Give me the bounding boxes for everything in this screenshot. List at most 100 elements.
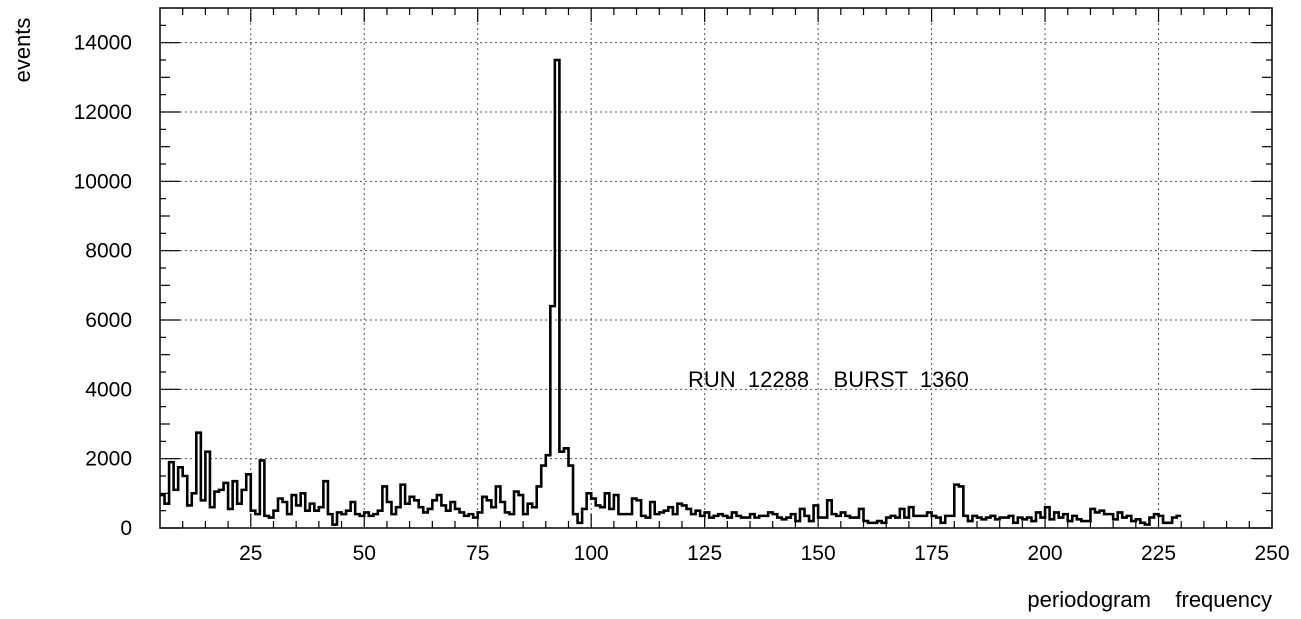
histogram-bin (537, 486, 542, 528)
histogram-bin (1113, 519, 1118, 528)
histogram-bin (546, 455, 551, 528)
histogram-bin (932, 516, 937, 528)
histogram-bin (800, 509, 805, 528)
histogram-bin (292, 495, 297, 528)
histogram-bin (714, 516, 719, 528)
plot-frame (159, 7, 1273, 529)
x-tick-label-50: 50 (353, 542, 376, 565)
histogram-bin (1009, 516, 1014, 528)
histogram-bin (805, 516, 810, 528)
histogram-bin (1090, 509, 1095, 528)
histogram-bin (1000, 518, 1005, 528)
histogram-bin (705, 512, 710, 528)
y-tick-label-14000: 14000 (74, 32, 132, 55)
histogram-bin (1177, 516, 1182, 528)
histogram-bin (187, 505, 192, 528)
histogram-bin (233, 481, 238, 528)
histogram-bin (310, 504, 315, 528)
histogram-bin (514, 492, 519, 528)
histogram-bin (201, 500, 206, 528)
histogram-bin (1163, 523, 1168, 528)
histogram-bin (450, 502, 455, 528)
histogram-bin (387, 502, 392, 528)
histogram-bin (346, 511, 351, 528)
histogram-bin (696, 511, 701, 528)
histogram-bin (519, 495, 524, 528)
histogram-bin (668, 507, 673, 528)
histogram-bin (473, 518, 478, 528)
histogram-bin (314, 511, 319, 528)
histogram-bin (632, 499, 637, 528)
y-tick-label-6000: 6000 (85, 309, 132, 332)
histogram-bin (655, 514, 660, 528)
histogram-bin (432, 500, 437, 528)
histogram-bin (351, 502, 356, 528)
y-axis-title: events (10, 18, 35, 83)
histogram-bin (1072, 516, 1077, 528)
histogram-bin (1131, 521, 1136, 528)
histogram-bin (759, 516, 764, 528)
histogram-bin (301, 493, 306, 528)
histogram-bin (605, 493, 610, 528)
histogram-bin (255, 514, 260, 528)
histogram-bin (273, 511, 278, 528)
histogram-series (160, 58, 1182, 528)
histogram-bin (428, 509, 433, 528)
histogram-bin (786, 518, 791, 528)
grid-lines (160, 8, 1273, 528)
y-tick-label-0: 0 (120, 517, 132, 540)
histogram-bin (782, 519, 787, 528)
histogram-bin (1109, 514, 1114, 528)
histogram-bin (437, 495, 442, 528)
histogram-bin (242, 490, 247, 528)
histogram-bin (541, 466, 546, 528)
histogram-bin (659, 512, 664, 528)
histogram-bin (709, 518, 714, 528)
histogram-bin (337, 512, 342, 528)
histogram-bin (718, 514, 723, 528)
histogram-bin (773, 514, 778, 528)
histogram-bin (391, 514, 396, 528)
x-tick-label-125: 125 (687, 542, 722, 565)
histogram-bin (795, 521, 800, 528)
histogram-bin (677, 504, 682, 528)
histogram-bin (650, 502, 655, 528)
histogram-bin (396, 507, 401, 528)
histogram-bin (691, 514, 696, 528)
histogram-bin (596, 505, 601, 528)
histogram-bin (1149, 518, 1154, 528)
histogram-bin (600, 507, 605, 528)
histogram-bin (954, 485, 959, 528)
histogram-bin (1100, 511, 1105, 528)
histogram-bin (736, 516, 741, 528)
histogram-bin (809, 521, 814, 528)
histogram-bin (891, 516, 896, 528)
histogram-bin (355, 514, 360, 528)
histogram-bin (410, 497, 415, 528)
histogram-bin (174, 490, 179, 528)
histogram-bin (564, 448, 569, 528)
histogram-bin (641, 516, 646, 528)
histogram-bin (995, 519, 1000, 528)
histogram-bin (214, 492, 219, 528)
histogram-bin (768, 512, 773, 528)
histogram-bin (1077, 519, 1082, 528)
histogram-bin (469, 514, 474, 528)
histogram-bin (1036, 512, 1041, 528)
histogram-bin (1059, 518, 1064, 528)
histogram-bin (904, 518, 909, 528)
y-tick-label-2000: 2000 (85, 448, 132, 471)
histogram-bin (1013, 523, 1018, 528)
histogram-bin (550, 306, 555, 528)
histogram-bin (841, 512, 846, 528)
histogram-bin (224, 483, 229, 528)
histogram-bin (1018, 518, 1023, 528)
histogram-line (160, 58, 1182, 526)
histogram-bin (673, 514, 678, 528)
histogram-bin (1095, 512, 1100, 528)
histogram-bin (646, 518, 651, 528)
axis-ticks (160, 8, 1273, 529)
histogram-bin (460, 512, 465, 528)
histogram-bin (986, 518, 991, 528)
histogram-bin (1050, 519, 1055, 528)
